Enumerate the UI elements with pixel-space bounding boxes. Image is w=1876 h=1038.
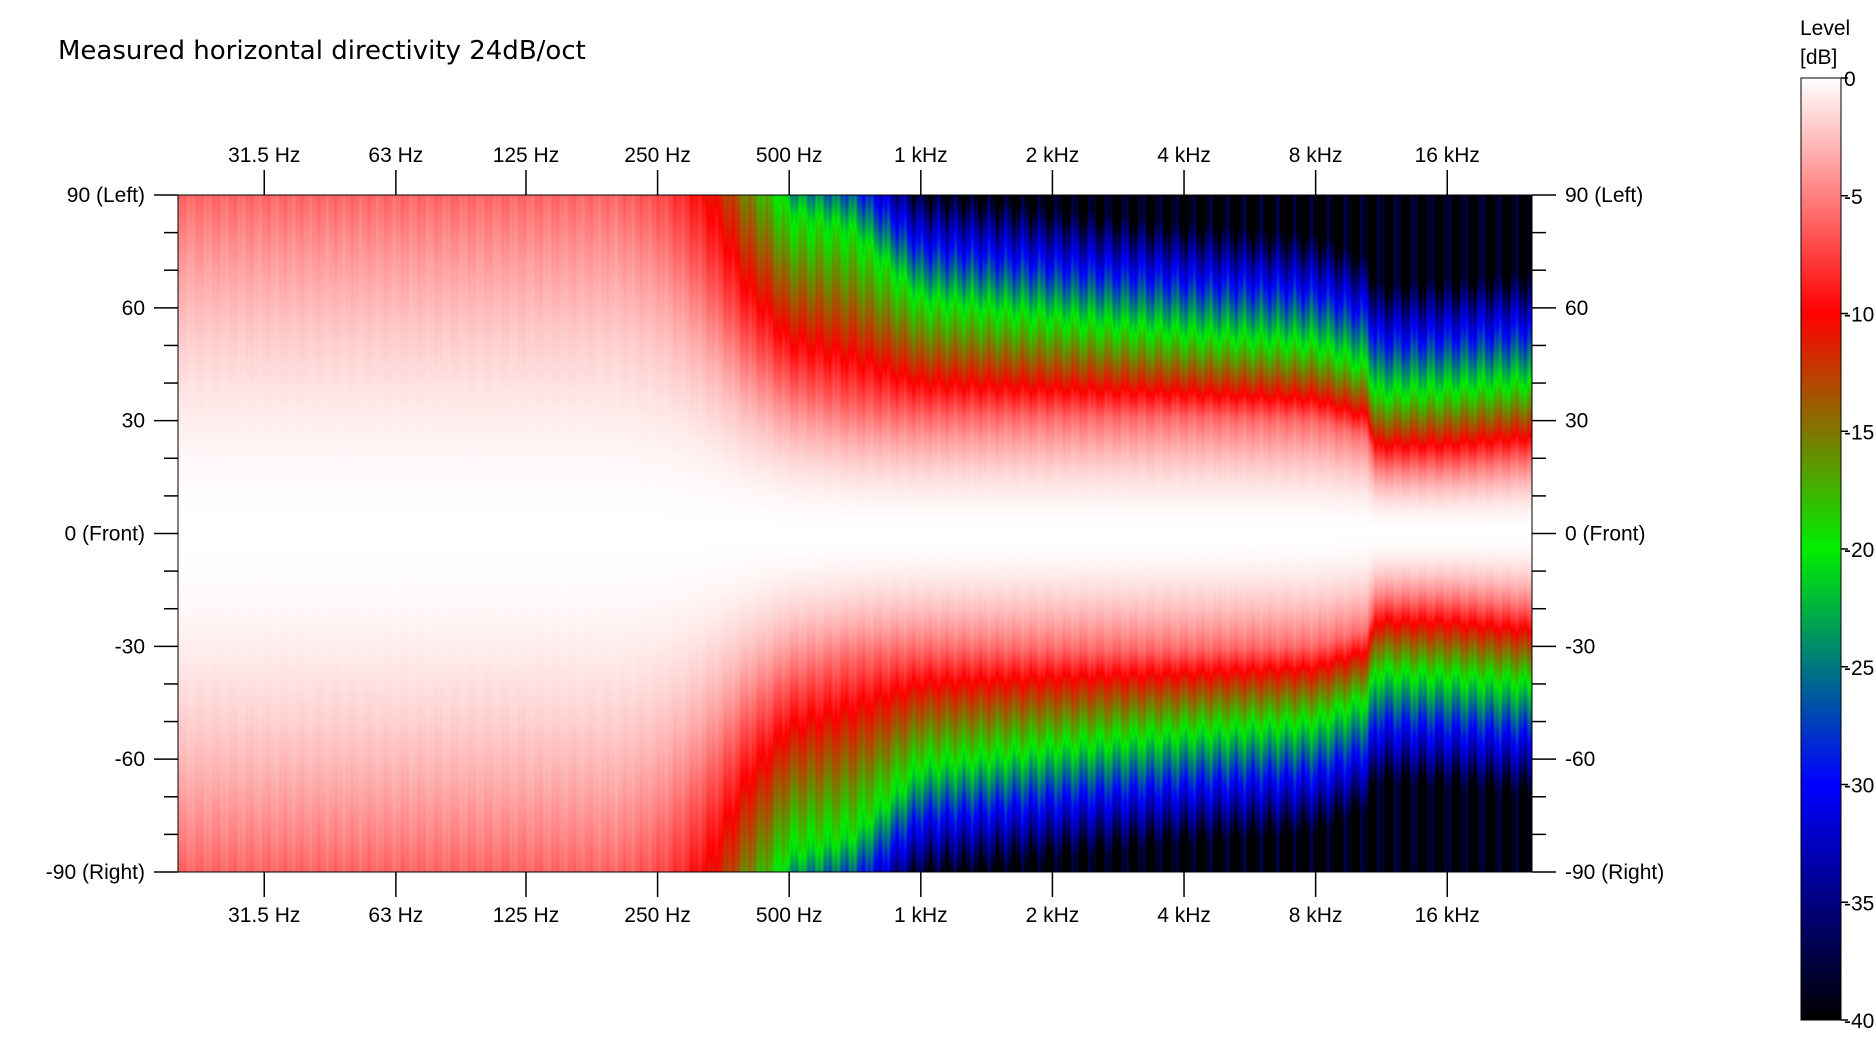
x-top-tick-label: 31.5 Hz (228, 144, 300, 167)
y-left-tick-label: 0 (Front) (64, 523, 145, 546)
x-top-tick-label: 2 kHz (1026, 144, 1080, 167)
y-right-tick-label: -30 (1565, 635, 1595, 658)
x-top-tick-label: 1 kHz (894, 144, 948, 167)
colorbar-tick-label: -35 (1844, 892, 1874, 915)
x-bottom-tick-label: 4 kHz (1157, 904, 1211, 927)
heatmap-host (178, 195, 1532, 872)
y-right-tick-label: 60 (1565, 297, 1588, 320)
x-axis-bottom: 31.5 Hz 63 Hz 125 Hz 250 Hz 500 Hz 1 kHz 2 kHz… (228, 872, 1480, 927)
x-top-tick-label: 16 kHz (1415, 144, 1480, 167)
colorbar-tick-label: -5 (1844, 186, 1863, 209)
x-bottom-tick-label: 2 kHz (1026, 904, 1080, 927)
y-right-tick-label: 30 (1565, 410, 1588, 433)
colorbar-gradient (1800, 77, 1842, 1021)
y-left-tick-label: 60 (122, 297, 145, 320)
x-bottom-tick-label: 125 Hz (493, 904, 560, 927)
x-top-tick-label: 500 Hz (756, 144, 823, 167)
x-bottom-tick-label: 250 Hz (624, 904, 691, 927)
x-top-tick-label: 63 Hz (368, 144, 423, 167)
x-top-tick-label: 250 Hz (624, 144, 691, 167)
colorbar-tick-label: -20 (1844, 539, 1874, 562)
colorbar-ticks: 0 -5 -10 -15 -20 -25 -30 -35 -40 (1841, 68, 1874, 1033)
colorbar-tick-label: -10 (1844, 304, 1874, 327)
y-right-tick-label: 0 (Front) (1565, 523, 1646, 546)
x-bottom-tick-label: 63 Hz (368, 904, 423, 927)
y-left-tick-label: 30 (122, 410, 145, 433)
x-top-tick-label: 125 Hz (493, 144, 560, 167)
chart-title: Measured horizontal directivity 24dB/oct (58, 36, 586, 66)
y-right-tick-label: -60 (1565, 748, 1595, 771)
x-bottom-tick-label: 500 Hz (756, 904, 823, 927)
colorbar-tick-label: 0 (1844, 68, 1856, 91)
x-bottom-tick-label: 16 kHz (1415, 904, 1480, 927)
colorbar-label-line2: [dB] (1800, 46, 1837, 69)
x-bottom-tick-label: 31.5 Hz (228, 904, 300, 927)
colorbar-tick-label: -25 (1844, 657, 1874, 680)
y-left-tick-label: 90 (Left) (67, 184, 145, 207)
x-bottom-tick-label: 8 kHz (1289, 904, 1343, 927)
x-axis-top: 31.5 Hz 63 Hz 125 Hz 250 Hz 500 Hz 1 kHz 2 kHz… (228, 144, 1480, 195)
colorbar-tick-label: -40 (1844, 1010, 1874, 1033)
colorbar-tick-label: -30 (1844, 775, 1874, 798)
y-axis-left: 90 (Left) 60 30 0 (Front) -30 -60 -90 (Right) (46, 184, 178, 884)
y-axis-right: 90 (Left) 60 30 0 (Front) -30 -60 -90 (Right) (1532, 184, 1664, 884)
colorbar-label-line1: Level (1800, 17, 1850, 40)
heatmap-image (178, 195, 1532, 872)
y-right-tick-label: 90 (Left) (1565, 184, 1643, 207)
y-left-tick-label: -90 (Right) (46, 861, 145, 884)
y-left-tick-label: -30 (115, 635, 145, 658)
y-left-tick-label: -60 (115, 748, 145, 771)
x-bottom-tick-label: 1 kHz (894, 904, 948, 927)
colorbar: Level [dB] 0 -5 -10 -15 -20 -25 -30 -35 -40 (1800, 17, 1874, 1033)
colorbar-tick-label: -15 (1844, 421, 1874, 444)
x-top-tick-label: 4 kHz (1157, 144, 1211, 167)
x-top-tick-label: 8 kHz (1289, 144, 1343, 167)
y-right-tick-label: -90 (Right) (1565, 861, 1664, 884)
